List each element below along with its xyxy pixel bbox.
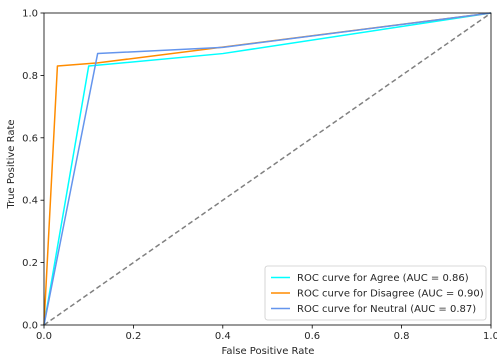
x-tick-label-4: 0.8 [394, 331, 410, 342]
y-tick-label-5: 1.0 [22, 9, 38, 20]
x-tick-label-3: 0.6 [304, 331, 320, 342]
x-axis-label: False Positive Rate [222, 346, 315, 357]
legend-box [264, 265, 487, 321]
reference-diagonal-line [43, 12, 492, 326]
y-tick-label-3: 0.6 [22, 133, 38, 144]
legend-label-2: ROC curve for Neutral (AUC = 0.87) [297, 304, 476, 315]
legend-label-0: ROC curve for Agree (AUC = 0.86) [297, 273, 469, 284]
x-tick-label-2: 0.4 [215, 331, 231, 342]
legend-label-1: ROC curve for Disagree (AUC = 0.90) [297, 289, 484, 300]
x-tick-label-5: 1.0 [483, 331, 497, 342]
y-tick-label-2: 0.4 [22, 196, 38, 207]
y-axis-label: True Positive Rate [6, 119, 17, 209]
x-tick-label-0: 0.0 [36, 331, 52, 342]
x-tick-label-1: 0.2 [125, 331, 141, 342]
y-tick-label-4: 0.8 [22, 71, 38, 82]
series-line-0 [43, 12, 492, 326]
series-line-2 [43, 12, 492, 326]
plot-frame [43, 12, 492, 326]
y-tick-label-1: 0.2 [22, 258, 38, 269]
y-tick-label-0: 0.0 [22, 321, 38, 332]
